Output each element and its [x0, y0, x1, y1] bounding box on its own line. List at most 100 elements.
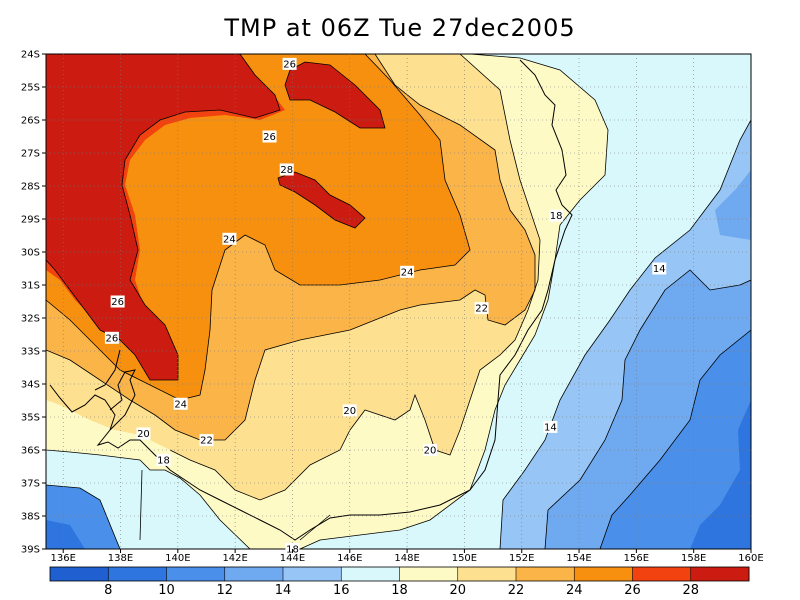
contour-label: 26: [110, 295, 125, 308]
colorbar-label: 8: [104, 583, 112, 598]
colorbar-label: 10: [158, 583, 175, 598]
contour-label-bg: [423, 444, 438, 456]
lat-tick-label: 35S: [21, 413, 40, 424]
contour-label: 26: [104, 331, 119, 344]
contour-label-bg: [173, 397, 188, 410]
colorbar-label: 22: [508, 583, 525, 598]
lat-tick-label: 24S: [21, 50, 40, 61]
lat-tick-label: 38S: [21, 512, 40, 523]
contour-label: 26: [282, 57, 297, 70]
contour-label-bg: [652, 262, 667, 275]
contour-label-bg: [474, 302, 489, 315]
band-12-14-top: [715, 170, 751, 240]
contour-label: 24: [173, 397, 188, 410]
contour-label-bg: [262, 130, 277, 143]
band-8-10-sw-2: [46, 520, 85, 549]
contour-label-bg: [136, 427, 151, 440]
colorbar-label: 18: [391, 583, 408, 598]
lat-tick-label: 33S: [21, 347, 40, 358]
contour-label: 28: [279, 163, 294, 176]
contour-label: 14: [543, 420, 558, 433]
colorbar-label: 28: [682, 583, 699, 598]
contour-label: 14: [652, 262, 667, 275]
contour-label-text: 18: [157, 455, 170, 466]
contour-label-bg: [549, 209, 564, 222]
contour-label: 20: [136, 427, 151, 440]
lat-tick-label: 25S: [21, 83, 40, 94]
lon-tick-label: 140E: [165, 553, 190, 564]
lat-tick-label: 31S: [21, 281, 40, 292]
map-title: TMP at 06Z Tue 27dec2005: [224, 14, 576, 42]
contour-label-text: 24: [223, 234, 236, 245]
colorbar-swatch: [108, 567, 167, 581]
colorbar-swatch: [516, 567, 575, 581]
contour-label-bg: [199, 434, 214, 447]
colorbar-swatch: [224, 567, 284, 581]
contour-label-text: 24: [174, 399, 187, 410]
colorbar-label: 20: [449, 583, 466, 598]
contour-label-text: 26: [263, 132, 276, 143]
colorbar-swatch: [341, 567, 400, 581]
lon-tick-label: 154E: [566, 553, 591, 564]
contour-label: 20: [342, 404, 357, 417]
contour-label-text: 14: [544, 422, 557, 433]
lon-tick-label: 148E: [394, 553, 419, 564]
gridlines: [46, 54, 751, 549]
lon-tick-label: 150E: [452, 553, 477, 564]
contour-label: 24: [222, 232, 237, 245]
colorbar-label: 24: [566, 583, 583, 598]
contour-label: 20: [423, 444, 438, 457]
lon-tick-label: 156E: [624, 553, 649, 564]
contour-label-text: 22: [475, 304, 488, 315]
contour-label: 22: [474, 302, 489, 315]
contour-label-text: 26: [106, 333, 119, 344]
contour-label-bg: [342, 404, 357, 417]
contour-label: 22: [199, 434, 214, 447]
colorbar-label: 16: [333, 583, 350, 598]
lat-tick-label: 27S: [21, 149, 40, 160]
colorbar-label: 26: [624, 583, 641, 598]
contour-label: 24: [400, 265, 415, 278]
lon-tick-label: 144E: [280, 553, 305, 564]
lat-tick-label: 36S: [21, 446, 40, 457]
lon-tick-label: 138E: [108, 553, 133, 564]
band-28-core-small: [278, 172, 365, 228]
colorbar-label: 12: [216, 583, 233, 598]
lat-tick-label: 39S: [21, 545, 40, 556]
colorbar-swatch: [50, 567, 109, 581]
colorbar-swatch: [690, 567, 750, 581]
band-28-core-north: [285, 62, 385, 128]
state-borders: [139, 469, 331, 541]
contour-label-text: 26: [283, 59, 296, 70]
colorbar-swatch: [166, 567, 226, 581]
lat-tick-label: 34S: [21, 380, 40, 391]
contour-label-text: 22: [200, 436, 213, 447]
colorbar-swatch: [457, 567, 517, 581]
lon-tick-label: 158E: [681, 553, 706, 564]
lat-tick-label: 29S: [21, 215, 40, 226]
plot-frame: [45, 53, 752, 550]
lon-tick-label: 136E: [50, 553, 75, 564]
colorbar-swatch: [399, 567, 459, 581]
colorbar: 8 10 12 14 16 18 20 22 24 26 28: [49, 566, 750, 598]
contour-label: 18: [549, 209, 564, 222]
contour-label-text: 26: [111, 297, 124, 308]
contour-label-text: 24: [401, 267, 414, 278]
lon-tick-label: 146E: [337, 553, 362, 564]
longitude-axis: 136E 138E 140E 142E 144E 146E 148E 150E 152E 154E…: [50, 549, 764, 564]
lat-tick-label: 32S: [21, 314, 40, 325]
contour-label-text: 20: [137, 429, 150, 440]
temperature-field: [46, 54, 751, 549]
contour-label: 26: [262, 130, 277, 143]
colorbar-swatch: [283, 567, 342, 581]
colorbar-label: 14: [275, 583, 292, 598]
contour-label-text: 14: [653, 264, 666, 275]
lon-tick-label: 142E: [222, 553, 247, 564]
contour-label-bg: [222, 232, 237, 245]
contour-label-bg: [400, 265, 415, 278]
contour-label-text: 28: [280, 165, 293, 176]
colorbar-swatch: [574, 567, 633, 581]
contour-label-text: 18: [550, 211, 563, 222]
